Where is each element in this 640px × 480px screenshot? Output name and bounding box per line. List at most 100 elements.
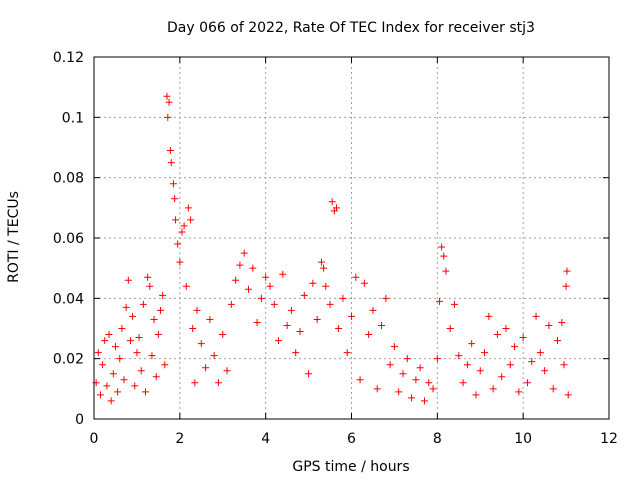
data-point [472,391,480,399]
data-point [300,291,308,299]
data-point [101,337,109,345]
data-point [429,385,437,393]
data-point [343,349,351,357]
data-point [189,325,197,332]
data-point [99,361,107,369]
data-point [399,370,407,378]
data-point [266,282,274,290]
data-point [122,303,130,311]
x-tick-label: 8 [433,431,442,447]
data-point [118,325,126,332]
data-point [541,367,549,375]
data-point [178,228,186,236]
data-point [408,394,416,402]
data-point [257,294,265,302]
data-point [197,340,205,348]
data-point [240,249,248,257]
data-point [528,358,536,366]
data-point [317,258,325,266]
data-point [187,216,195,224]
x-tick-label: 4 [261,431,270,447]
data-point [174,240,182,248]
data-point [287,306,295,314]
data-point [459,379,467,387]
data-point [511,343,519,351]
data-point [167,159,175,167]
data-point [249,264,257,272]
data-point [144,273,152,281]
x-tick-label: 0 [90,431,99,447]
data-point [523,379,531,387]
data-point [554,337,561,345]
data-point [545,321,553,329]
data-point [455,352,463,360]
data-points [92,92,572,405]
data-point [438,243,446,251]
data-point [191,379,199,387]
data-point [451,300,458,308]
data-point [352,273,360,281]
data-point [536,349,544,357]
data-point [442,267,450,275]
y-tick-label: 0 [75,412,84,428]
data-point [164,113,172,121]
data-point [154,331,162,339]
data-point [519,334,527,342]
data-point [309,279,317,287]
data-point [219,331,227,339]
data-point [395,388,403,396]
data-point [152,373,160,381]
data-point [227,300,235,308]
x-tick-label: 12 [600,431,618,447]
data-point [313,315,321,323]
data-point [305,370,313,378]
data-point [236,261,244,269]
y-tick-label: 0.02 [53,352,84,368]
data-point [365,331,373,339]
data-point [223,367,231,375]
data-point [435,297,443,305]
data-point [320,264,328,272]
data-point [440,252,448,260]
data-point [562,282,570,290]
data-point [214,379,222,387]
y-tick-label: 0.12 [53,50,84,66]
data-point [148,352,156,360]
chart-title: Day 066 of 2022, Rate Of TEC Index for r… [167,20,535,36]
y-tick-label: 0.08 [53,171,84,187]
data-point [386,361,394,369]
data-point [463,361,471,369]
data-point [292,349,300,357]
data-point [161,361,169,369]
data-point [476,367,484,375]
data-point [253,318,261,326]
data-point [109,370,117,378]
y-axis-label: ROTI / TECUs [6,191,22,283]
data-point [369,306,377,314]
data-point [133,349,141,357]
data-point [107,397,115,405]
data-point [549,385,557,393]
data-point [390,343,398,351]
data-point [335,325,343,332]
data-point [322,282,330,290]
data-point [206,315,214,323]
data-point [493,331,501,339]
data-point [124,276,132,284]
data-point [210,352,218,360]
x-tick-label: 6 [347,431,356,447]
data-point [468,340,476,348]
data-point [416,364,424,372]
data-point [275,337,283,345]
data-point [564,391,572,399]
data-point [485,312,493,320]
data-point [146,282,154,290]
data-point [489,385,497,393]
data-point [94,349,102,357]
data-point [120,376,128,384]
x-axis-label: GPS time / hours [292,459,409,475]
data-point [111,343,119,351]
x-tick-label: 10 [514,431,532,447]
axis-ticks: 0 2 4 6 8 10 12 0 0.02 0.04 0.06 0.08 0.1 0.12 [53,50,618,447]
